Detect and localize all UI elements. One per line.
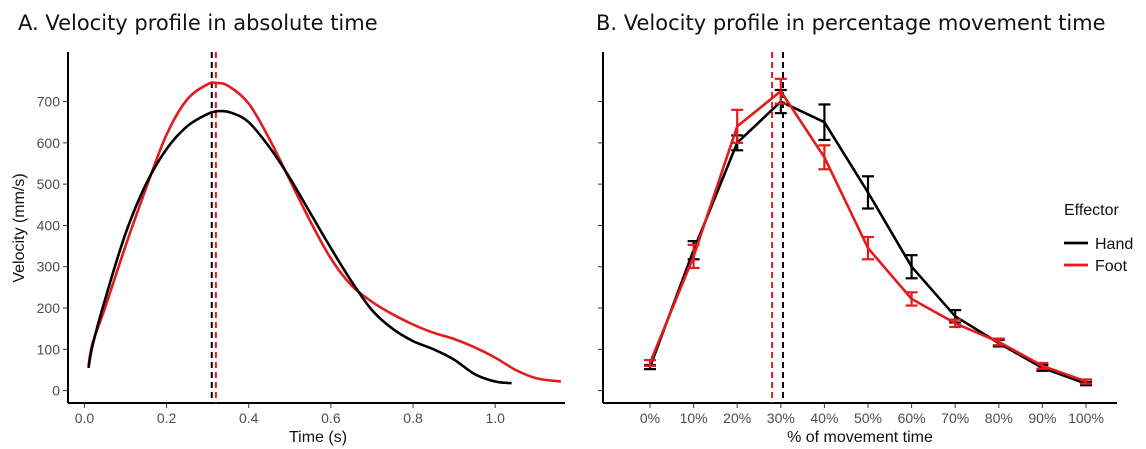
- panel-a-x-tick-label: 0.2: [157, 410, 177, 426]
- legend: Effector Hand Foot: [1064, 202, 1133, 275]
- panel-a-y-tick-label: 600: [37, 135, 61, 151]
- panel-b-x-tick-label: 70%: [941, 410, 969, 426]
- panel-b-x-tick-label: 10%: [680, 410, 708, 426]
- panel-a-series: [87, 81, 562, 385]
- panel-a-line-hand: [87, 109, 512, 385]
- panel-a-y-tick-label: 100: [37, 341, 61, 357]
- panel-a-y-tick-label: 300: [37, 259, 61, 275]
- legend-label-foot: Foot: [1095, 258, 1128, 275]
- legend-title: Effector: [1064, 202, 1120, 219]
- panel-b-x-tick-label: 0%: [640, 410, 660, 426]
- panel-a-x-tick-label: 0.8: [403, 410, 423, 426]
- panel-a-line-foot: [87, 81, 562, 383]
- panel-a-x-ticks: 0.0 0.2 0.4 0.6 0.8 1.0: [75, 403, 505, 426]
- panel-a-x-tick-label: 0.4: [239, 410, 259, 426]
- panel-b-x-tick-label: 90%: [1028, 410, 1056, 426]
- panel-a-y-tick-label: 0: [52, 383, 60, 399]
- panel-a-x-tick-label: 0.0: [75, 410, 95, 426]
- panel-b-x-tick-label: 50%: [854, 410, 882, 426]
- panel-b-x-tick-label: 40%: [810, 410, 838, 426]
- panel-a-title: A. Velocity profile in absolute time: [18, 11, 378, 35]
- panel-b-x-tick-label: 20%: [723, 410, 751, 426]
- panel-a-x-tick-label: 0.6: [321, 410, 341, 426]
- panel-b-title: B. Velocity profile in percentage moveme…: [596, 11, 1106, 35]
- panel-a: A. Velocity profile in absolute time 0 10…: [11, 11, 565, 446]
- panel-b-peak-lines: [771, 52, 784, 403]
- panel-b-x-tick-label: 30%: [767, 410, 795, 426]
- panel-b-x-tick-label: 60%: [898, 410, 926, 426]
- panel-a-x-label: Time (s): [289, 429, 347, 446]
- panel-b: B. Velocity profile in percentage moveme…: [596, 11, 1117, 446]
- panel-a-peak-lines: [210, 52, 217, 403]
- panel-b-y-ticks: [598, 101, 603, 392]
- legend-label-hand: Hand: [1095, 236, 1133, 253]
- panel-a-x-tick-label: 1.0: [485, 410, 505, 426]
- panel-b-series: [644, 77, 1092, 387]
- panel-b-x-ticks: 0% 10% 20% 30% 40% 50% 60% 70% 80% 90% 100%: [640, 403, 1104, 426]
- panel-b-x-tick-label: 100%: [1068, 410, 1104, 426]
- panel-b-x-label: % of movement time: [787, 429, 933, 446]
- panel-a-y-label: Velocity (mm/s): [11, 173, 28, 282]
- panel-a-y-tick-label: 400: [37, 217, 61, 233]
- panel-a-y-ticks: 0 100 200 300 400 500 600 700: [37, 94, 68, 399]
- panel-a-y-tick-label: 700: [37, 94, 61, 110]
- panel-b-x-tick-label: 80%: [985, 410, 1013, 426]
- panel-a-y-tick-label: 500: [37, 176, 61, 192]
- panel-a-y-tick-label: 200: [37, 300, 61, 316]
